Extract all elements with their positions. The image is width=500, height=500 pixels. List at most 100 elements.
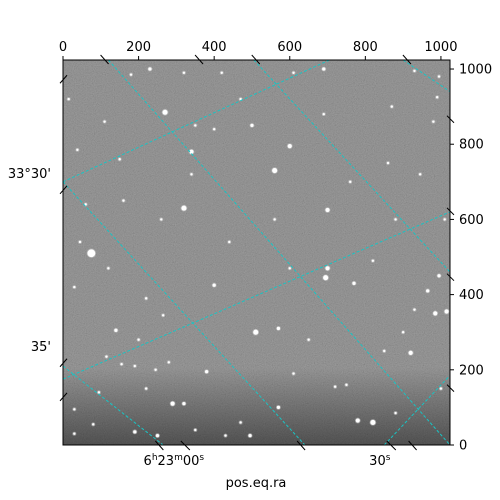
grid-line-dec bbox=[63, 181, 306, 445]
star bbox=[273, 218, 276, 221]
star bbox=[220, 71, 223, 74]
dec-tick-mark bbox=[59, 392, 68, 402]
right-world-tick bbox=[446, 384, 455, 392]
star bbox=[114, 328, 118, 332]
grid-line-dec bbox=[63, 365, 164, 445]
star bbox=[432, 120, 435, 123]
y-tick-label: 600 bbox=[459, 213, 484, 228]
x-tick-label: 1000 bbox=[424, 40, 457, 55]
star bbox=[212, 283, 216, 287]
dec-tick-mark bbox=[59, 74, 68, 84]
star bbox=[323, 275, 329, 281]
star bbox=[122, 199, 125, 202]
x-tick-label: 0 bbox=[59, 40, 67, 55]
star bbox=[228, 240, 231, 244]
star bbox=[182, 401, 186, 406]
star bbox=[160, 218, 163, 221]
stars bbox=[66, 66, 450, 439]
star bbox=[92, 423, 95, 426]
star bbox=[276, 326, 281, 331]
star bbox=[73, 408, 76, 411]
star bbox=[144, 387, 148, 390]
star bbox=[401, 331, 405, 334]
star bbox=[345, 383, 348, 387]
ra-tick-mark bbox=[154, 440, 164, 451]
star bbox=[129, 73, 133, 76]
x-axis-label: pos.eq.ra bbox=[226, 476, 287, 491]
ra-tick-mark bbox=[180, 440, 191, 451]
star bbox=[248, 433, 252, 438]
star bbox=[181, 205, 187, 211]
star bbox=[383, 349, 386, 353]
star bbox=[418, 173, 422, 176]
star bbox=[167, 361, 171, 364]
star bbox=[413, 69, 416, 73]
ra-tick-label: 30s bbox=[369, 453, 391, 469]
grid-line-dec bbox=[383, 375, 450, 445]
y-tick-label: 200 bbox=[459, 363, 484, 378]
star bbox=[190, 173, 193, 176]
sky-image bbox=[63, 60, 450, 445]
star bbox=[78, 240, 82, 244]
star bbox=[148, 67, 152, 71]
star bbox=[250, 123, 254, 128]
axis-ticks: 0 200 400 600 800 1000 0 200 400 600 800 1000 6h23m0… bbox=[8, 40, 492, 469]
star bbox=[276, 405, 281, 410]
star bbox=[189, 149, 194, 154]
star bbox=[120, 362, 123, 366]
grid-line-dec bbox=[253, 60, 450, 273]
star bbox=[444, 309, 449, 314]
star bbox=[73, 432, 76, 435]
x-tick-label: 400 bbox=[202, 40, 227, 55]
star bbox=[433, 311, 438, 316]
star bbox=[394, 218, 397, 221]
star bbox=[87, 249, 96, 258]
right-world-tick bbox=[446, 207, 455, 216]
star bbox=[194, 124, 197, 127]
star bbox=[155, 433, 160, 438]
star bbox=[118, 158, 121, 161]
star bbox=[443, 218, 446, 221]
ra-tick-label: 6h23m00s bbox=[144, 453, 205, 469]
star bbox=[170, 401, 175, 406]
star bbox=[73, 285, 76, 289]
x-tick-label: 200 bbox=[126, 40, 151, 55]
star bbox=[204, 370, 209, 374]
y-tick-label: 1000 bbox=[459, 63, 492, 78]
star bbox=[371, 259, 375, 262]
star bbox=[288, 267, 291, 270]
star bbox=[386, 161, 390, 165]
star bbox=[355, 418, 360, 423]
star bbox=[287, 143, 292, 149]
star bbox=[352, 281, 356, 285]
star bbox=[292, 71, 295, 74]
star bbox=[107, 267, 110, 270]
y-tick-label: 0 bbox=[459, 439, 467, 454]
star bbox=[307, 338, 310, 341]
star bbox=[272, 167, 278, 174]
star bbox=[370, 419, 376, 425]
grid-line-ra bbox=[107, 60, 450, 445]
top-world-tick bbox=[194, 54, 204, 65]
star bbox=[76, 148, 79, 152]
y-tick-label: 400 bbox=[459, 288, 484, 303]
star bbox=[322, 112, 325, 116]
star bbox=[161, 314, 165, 317]
star bbox=[390, 105, 393, 108]
star bbox=[325, 207, 330, 213]
star bbox=[413, 308, 416, 311]
star bbox=[67, 97, 70, 101]
top-world-tick bbox=[402, 54, 412, 65]
dec-tick-mark bbox=[59, 185, 68, 195]
grid-line-ra bbox=[402, 60, 450, 92]
star bbox=[437, 75, 441, 78]
star bbox=[439, 387, 443, 390]
y-tick-label: 800 bbox=[459, 138, 484, 153]
star bbox=[194, 428, 197, 432]
star bbox=[325, 266, 330, 271]
dec-tick-label: 33°30' bbox=[8, 167, 51, 182]
right-world-tick bbox=[446, 273, 455, 282]
x-tick-label: 800 bbox=[353, 40, 378, 55]
dec-tick-label: 35' bbox=[31, 340, 51, 355]
